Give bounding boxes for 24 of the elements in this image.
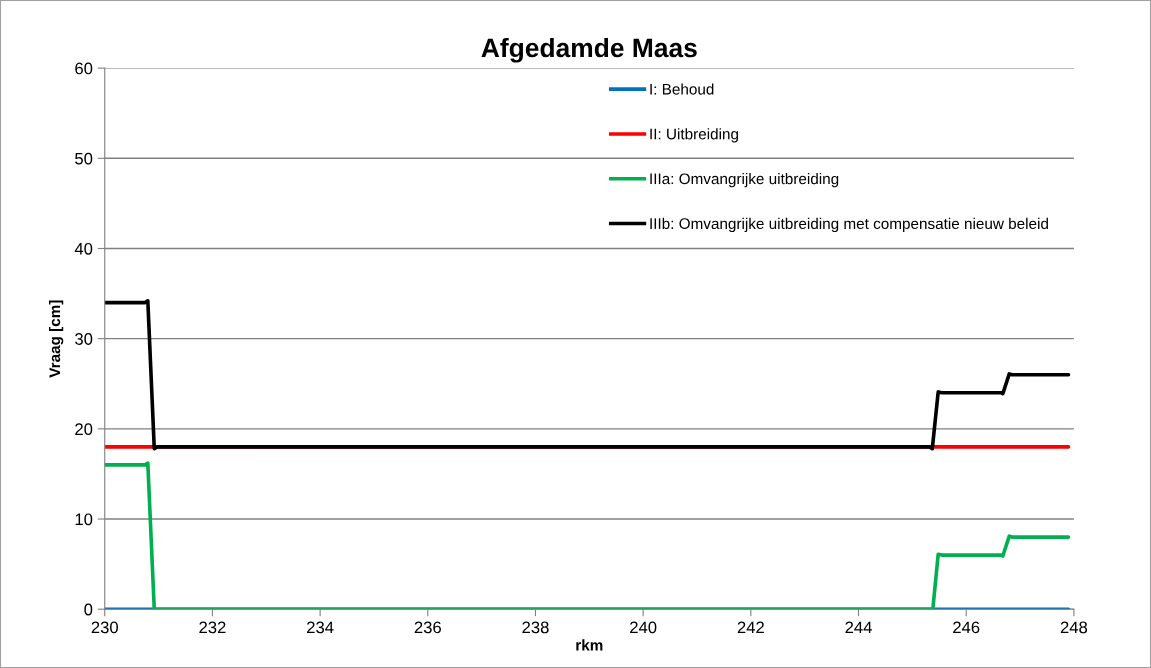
- chart-title: Afgedamde Maas: [481, 37, 697, 63]
- x-axis-title: rkm: [576, 639, 603, 651]
- legend-label: IIIb: Omvangrijke uitbreiding met compensatie nieuw beleid: [650, 217, 1048, 233]
- y-tick-label: 20: [75, 423, 93, 436]
- x-tick-label: 234: [307, 621, 334, 634]
- x-tick-label: 236: [414, 621, 441, 634]
- y-tick-label: 0: [84, 603, 93, 616]
- x-tick-label: 246: [953, 621, 980, 634]
- y-tick-label: 40: [74, 242, 93, 255]
- y-tick-label: 60: [75, 62, 93, 75]
- legend-label: I: Behoud: [650, 83, 714, 95]
- y-tick-label: 50: [75, 152, 93, 165]
- y-tick-label: 10: [75, 513, 93, 526]
- x-tick-label: 230: [91, 621, 118, 634]
- y-tick-label: 30: [75, 333, 93, 345]
- x-tick-label: 240: [630, 621, 657, 634]
- x-tick-label: 242: [737, 621, 764, 634]
- x-tick-label: 244: [845, 621, 872, 634]
- x-tick-label: 238: [522, 621, 549, 634]
- y-axis-title: Vraag [cm]: [48, 300, 64, 378]
- legend-label: IIIa: Omvangrijke uitbreiding: [650, 173, 839, 188]
- x-tick-label: 248: [1060, 621, 1088, 634]
- x-tick-label: 232: [199, 621, 226, 634]
- legend-label: II: Uitbreiding: [650, 128, 738, 143]
